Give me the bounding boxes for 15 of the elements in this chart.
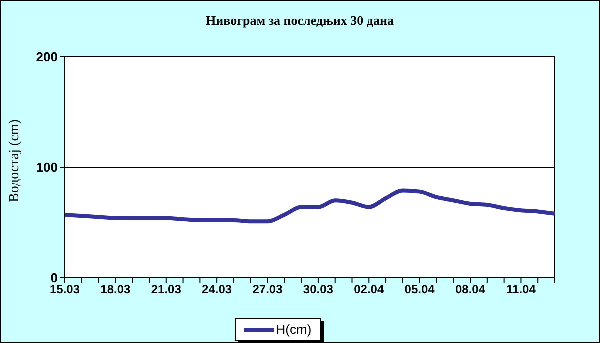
- x-tick-label: 27.03: [252, 282, 284, 297]
- x-tick-label: 11.04: [506, 282, 536, 297]
- line-series: [63, 188, 557, 224]
- legend-label: H(cm): [275, 322, 312, 337]
- chart-title: Нивограм за последњих 30 дана: [205, 13, 395, 29]
- x-tick-label: 08.04: [456, 282, 486, 297]
- y-tick-label: 100: [36, 160, 58, 176]
- y-tick-label: 200: [36, 50, 58, 65]
- x-tick-label: 30.03: [303, 282, 334, 297]
- x-tick-label: 18.03: [100, 282, 132, 297]
- x-tick-label: 21.03: [151, 282, 182, 297]
- x-tick-label: 02.04: [354, 282, 384, 297]
- y-axis-title: Водостај (cm): [7, 120, 23, 202]
- x-tick-label: 05.04: [404, 282, 436, 297]
- x-tick-label: 24.03: [202, 282, 232, 297]
